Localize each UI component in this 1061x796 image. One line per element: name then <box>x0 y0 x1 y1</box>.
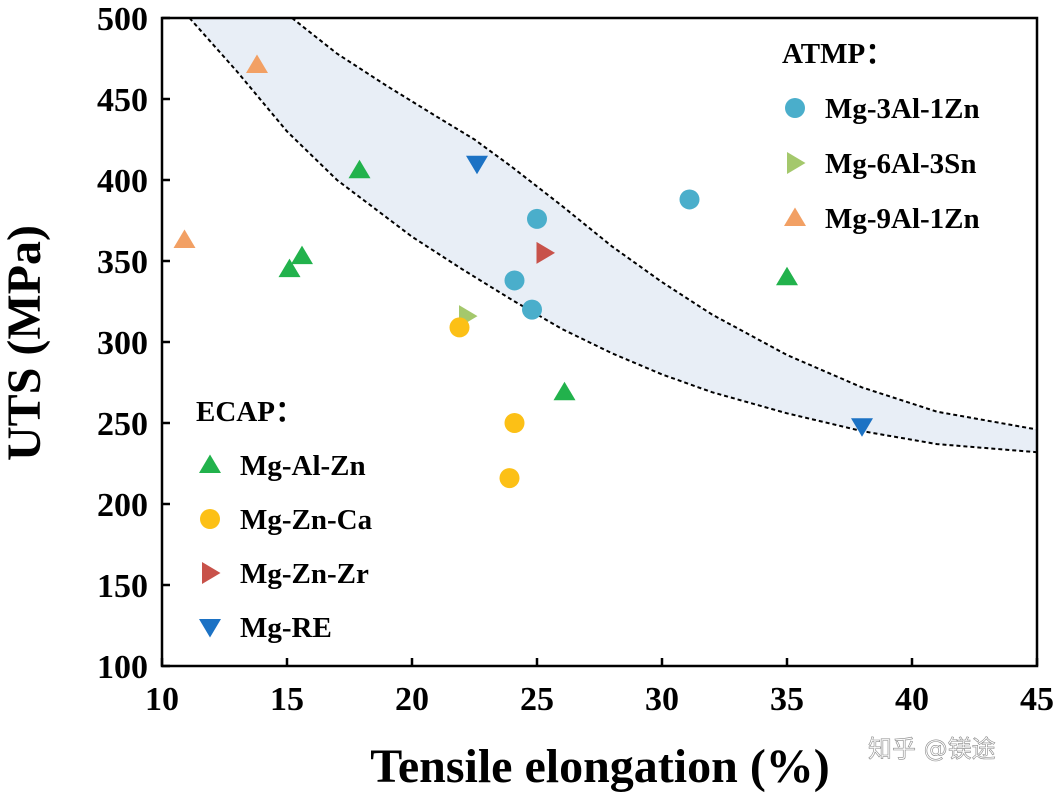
y-tick-label: 150 <box>97 568 148 605</box>
data-point-mg-al-zn <box>291 245 313 265</box>
y-tick-label: 500 <box>97 1 148 38</box>
data-point-mg-3al-1zn <box>679 189 700 210</box>
legend-label: Mg-9Al-1Zn <box>825 203 980 235</box>
shaded-band <box>189 18 1037 453</box>
data-point-mg-zn-zr <box>536 241 555 264</box>
x-tick-label: 35 <box>770 681 804 718</box>
legend-marker <box>787 152 806 174</box>
legend-marker <box>785 98 805 118</box>
data-point-mg-3al-1zn <box>504 270 525 291</box>
data-point-mg-al-zn <box>776 266 798 286</box>
y-tick-label: 450 <box>97 82 148 119</box>
y-tick-label: 200 <box>97 487 148 524</box>
data-point-mg-zn-ca <box>449 317 470 338</box>
legend-label: Mg-Zn-Zr <box>240 558 369 590</box>
legend-label: Mg-Al-Zn <box>240 450 366 482</box>
data-point-mg-al-zn <box>553 381 576 401</box>
legend-atmp: ATMP： Mg-3Al-1Zn Mg-6Al-3Sn Mg-9Al-1Zn <box>782 38 980 235</box>
data-point-mg-re <box>466 155 488 175</box>
x-tick-label: 10 <box>145 681 179 718</box>
data-point-mg-zn-ca <box>504 413 525 433</box>
legend-label: Mg-3Al-1Zn <box>825 93 980 125</box>
data-point-mg-re <box>851 418 873 437</box>
x-tick-label: 40 <box>895 681 929 718</box>
data-point-mg-zn-ca <box>499 468 520 489</box>
legend-label: Mg-RE <box>240 612 332 644</box>
x-tick-label: 15 <box>270 681 304 718</box>
y-tick-label: 400 <box>97 163 148 200</box>
y-tick-label: 300 <box>97 325 148 362</box>
watermark: 知乎 @镁途 <box>868 735 996 763</box>
data-points <box>173 54 873 489</box>
legend-label: Mg-6Al-3Sn <box>825 148 976 180</box>
y-axis-title: UTS (MPa) <box>0 225 51 461</box>
legend-marker <box>200 509 220 529</box>
x-tick-label: 30 <box>645 681 679 718</box>
legend-title: ECAP： <box>196 396 304 428</box>
data-point-mg-9al-1zn <box>246 54 268 73</box>
y-tick-label: 350 <box>97 244 148 281</box>
legend-title: ATMP： <box>782 38 894 70</box>
x-tick-label: 25 <box>520 681 554 718</box>
x-axis-title: Tensile elongation (%) <box>370 740 830 793</box>
y-tick-label: 100 <box>97 649 148 686</box>
data-point-mg-al-zn <box>278 258 301 278</box>
x-axis: 10 15 20 25 30 35 40 45 <box>145 658 1054 718</box>
y-tick-label: 250 <box>97 406 148 443</box>
x-tick-label: 45 <box>1020 681 1054 718</box>
lower-boundary-curve <box>291 17 1038 431</box>
legend-label: Mg-Zn-Ca <box>240 504 373 536</box>
legend-marker <box>199 619 221 638</box>
x-tick-label: 20 <box>395 681 429 718</box>
legend-marker <box>199 454 221 473</box>
data-point-mg-al-zn <box>348 159 371 179</box>
legend-marker <box>784 207 806 226</box>
data-point-mg-9al-1zn <box>173 229 196 248</box>
data-point-mg-3al-1zn <box>527 208 547 229</box>
legend-marker <box>202 562 221 584</box>
data-point-mg-3al-1zn <box>522 299 542 320</box>
legend-ecap: ECAP： Mg-Al-Zn Mg-Zn-Ca Mg-Zn-Zr Mg-RE <box>196 396 373 644</box>
y-axis: 100 150 200 250 300 350 400 450 500 <box>97 1 170 686</box>
